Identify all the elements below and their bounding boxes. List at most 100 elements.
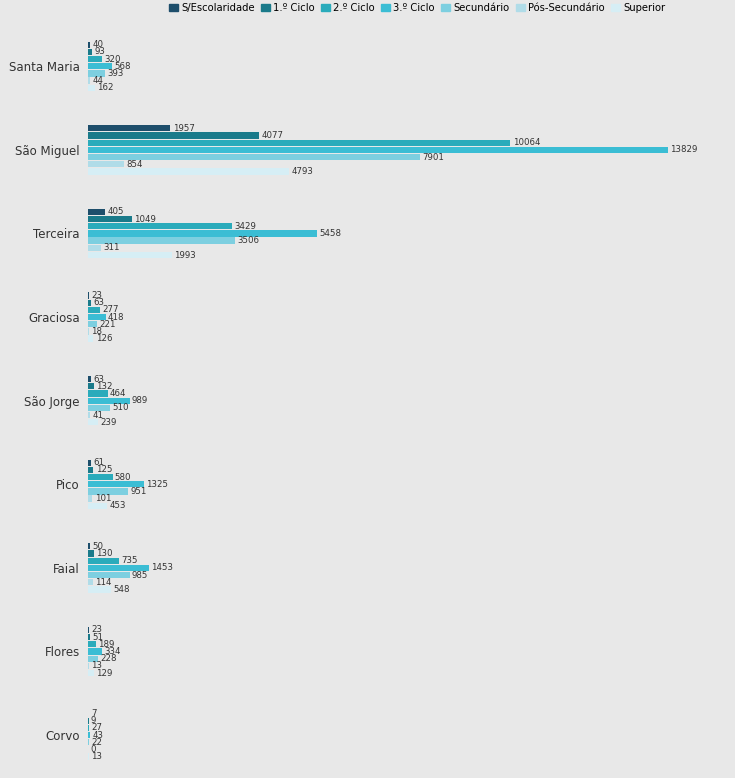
Bar bbox=[88, 383, 94, 390]
Text: 221: 221 bbox=[100, 320, 116, 329]
Bar bbox=[88, 732, 90, 738]
Text: 13: 13 bbox=[91, 661, 102, 671]
Text: 63: 63 bbox=[93, 375, 104, 384]
Text: 43: 43 bbox=[93, 731, 104, 740]
Text: 51: 51 bbox=[93, 633, 104, 642]
Text: 4793: 4793 bbox=[292, 167, 313, 176]
Text: 3429: 3429 bbox=[234, 222, 257, 231]
Bar bbox=[88, 41, 90, 48]
Text: 464: 464 bbox=[110, 389, 126, 398]
Bar bbox=[88, 467, 93, 473]
Bar bbox=[88, 460, 90, 466]
Bar bbox=[88, 245, 101, 251]
Bar bbox=[88, 572, 129, 578]
Bar bbox=[88, 85, 95, 91]
Bar bbox=[88, 474, 112, 480]
Text: 510: 510 bbox=[112, 403, 129, 412]
Text: 854: 854 bbox=[126, 159, 143, 169]
Bar bbox=[88, 223, 232, 230]
Text: 453: 453 bbox=[110, 501, 126, 510]
Text: 548: 548 bbox=[113, 585, 130, 594]
Text: 1049: 1049 bbox=[135, 215, 157, 223]
Bar bbox=[88, 391, 107, 397]
Text: 277: 277 bbox=[102, 306, 118, 314]
Text: 1993: 1993 bbox=[174, 251, 196, 260]
Bar bbox=[88, 161, 124, 167]
Text: 13: 13 bbox=[91, 752, 102, 761]
Text: 63: 63 bbox=[93, 298, 104, 307]
Bar bbox=[88, 481, 144, 488]
Text: 405: 405 bbox=[107, 208, 124, 216]
Text: 18: 18 bbox=[91, 327, 102, 336]
Bar bbox=[88, 168, 289, 174]
Bar bbox=[88, 739, 89, 745]
Bar bbox=[88, 132, 259, 138]
Bar bbox=[88, 321, 98, 328]
Text: 126: 126 bbox=[96, 334, 112, 343]
Bar bbox=[88, 634, 90, 640]
Text: 951: 951 bbox=[130, 487, 147, 496]
Bar bbox=[88, 125, 171, 131]
Bar bbox=[88, 579, 93, 585]
Bar bbox=[88, 725, 90, 731]
Text: 101: 101 bbox=[95, 494, 111, 503]
Text: 7901: 7901 bbox=[422, 152, 444, 162]
Text: 129: 129 bbox=[96, 668, 112, 678]
Text: 162: 162 bbox=[97, 83, 114, 93]
Bar bbox=[88, 293, 89, 299]
Bar bbox=[88, 307, 100, 313]
Text: 0: 0 bbox=[90, 745, 96, 754]
Text: 44: 44 bbox=[93, 76, 104, 85]
Bar bbox=[88, 63, 112, 69]
Bar bbox=[88, 56, 101, 62]
Text: 132: 132 bbox=[96, 382, 112, 391]
Text: 3506: 3506 bbox=[237, 237, 259, 245]
Text: 311: 311 bbox=[104, 244, 120, 252]
Bar bbox=[88, 70, 104, 76]
Text: 239: 239 bbox=[101, 418, 117, 426]
Bar bbox=[88, 558, 119, 564]
Bar bbox=[88, 656, 98, 662]
Text: 580: 580 bbox=[115, 472, 132, 482]
Text: 7: 7 bbox=[91, 709, 96, 718]
Bar bbox=[88, 139, 510, 145]
Text: 9: 9 bbox=[91, 717, 96, 725]
Bar bbox=[88, 209, 105, 215]
Bar bbox=[88, 328, 89, 335]
Text: 93: 93 bbox=[94, 47, 105, 56]
Text: 27: 27 bbox=[92, 724, 103, 732]
Bar bbox=[88, 237, 235, 244]
Bar bbox=[88, 405, 110, 411]
Text: 1957: 1957 bbox=[173, 124, 195, 133]
Text: 10064: 10064 bbox=[512, 138, 540, 147]
Text: 22: 22 bbox=[91, 738, 102, 747]
Bar bbox=[88, 147, 668, 153]
Bar bbox=[88, 670, 93, 676]
Text: 334: 334 bbox=[104, 647, 121, 656]
Text: 1325: 1325 bbox=[146, 480, 168, 489]
Text: 130: 130 bbox=[96, 549, 112, 558]
Bar bbox=[88, 230, 317, 237]
Bar bbox=[88, 565, 149, 571]
Text: 735: 735 bbox=[121, 556, 138, 565]
Text: 61: 61 bbox=[93, 458, 104, 468]
Text: 125: 125 bbox=[96, 465, 112, 475]
Bar bbox=[88, 376, 91, 382]
Bar bbox=[88, 496, 93, 502]
Bar bbox=[88, 216, 132, 223]
Bar bbox=[88, 78, 90, 84]
Bar bbox=[88, 550, 93, 556]
Text: 228: 228 bbox=[100, 654, 117, 663]
Bar bbox=[88, 641, 96, 647]
Text: 23: 23 bbox=[91, 626, 102, 634]
Bar bbox=[88, 419, 98, 426]
Text: 40: 40 bbox=[92, 40, 103, 49]
Bar bbox=[88, 314, 106, 321]
Bar bbox=[88, 335, 93, 342]
Text: 50: 50 bbox=[93, 541, 104, 551]
Bar bbox=[88, 627, 89, 633]
Text: 393: 393 bbox=[107, 69, 123, 78]
Text: 989: 989 bbox=[132, 396, 148, 405]
Text: 189: 189 bbox=[98, 640, 115, 649]
Bar bbox=[88, 648, 102, 654]
